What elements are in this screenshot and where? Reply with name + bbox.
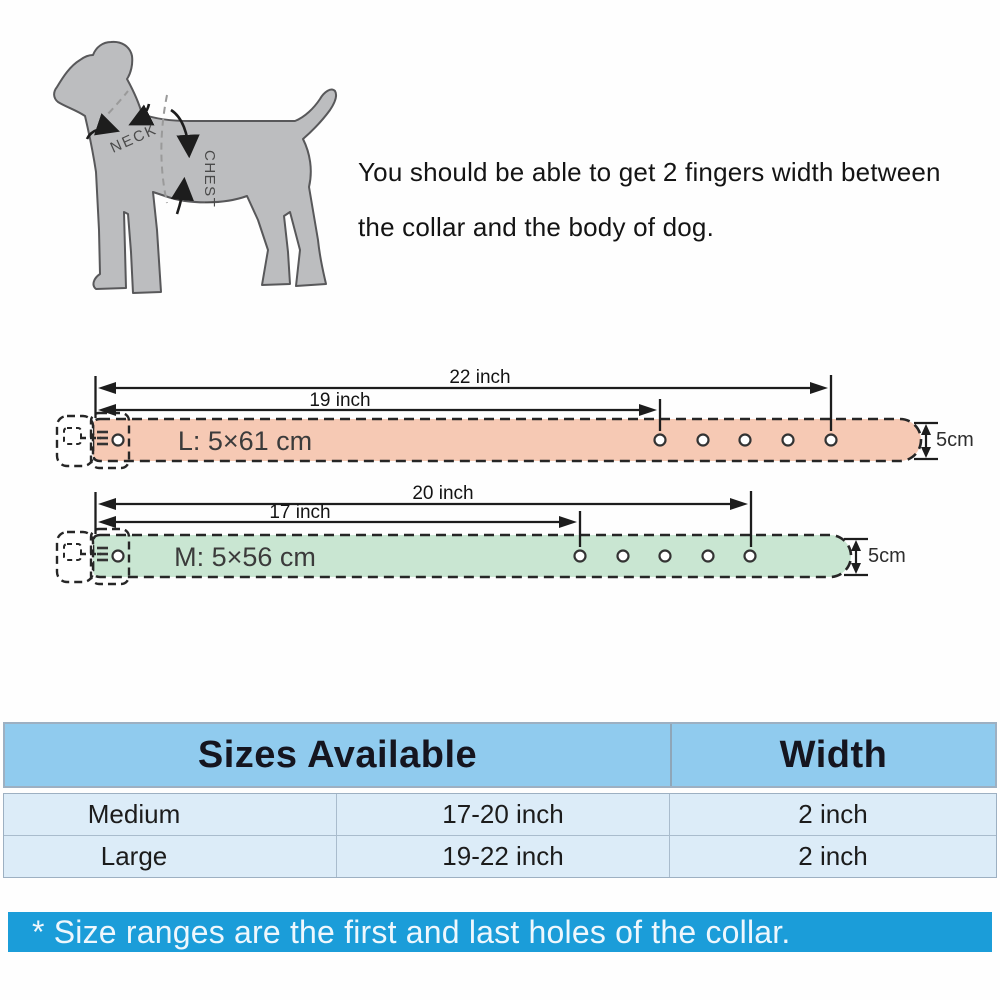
collar-large-first-hole-length: 19 inch (309, 390, 371, 411)
collar-medium-label: M: 5×56 cm (174, 542, 316, 572)
collar-large-buckle-hole (111, 433, 125, 447)
collar-medium-width-indicator (844, 537, 868, 577)
size-width: 2 inch (669, 794, 996, 835)
collar-medium-slider (97, 546, 108, 562)
column-header-sizes: Sizes Available (197, 733, 478, 776)
size-table: Sizes Available Width Medium 17-20 inch … (3, 722, 997, 878)
size-range: 17-20 inch (336, 794, 669, 835)
collar-large-slider (97, 430, 108, 446)
collar-medium-buckle (55, 527, 131, 586)
collar-large-total-length: 22 inch (449, 367, 511, 388)
collar-medium-total-length: 20 inch (412, 483, 474, 504)
size-name: Large (4, 836, 336, 877)
collar-medium-buckle-hole (111, 549, 125, 563)
neck-arrow (85, 113, 120, 140)
collar-large-holes (653, 433, 838, 447)
footnote-banner: * Size ranges are the first and last hol… (8, 912, 992, 952)
size-range: 19-22 inch (336, 836, 669, 877)
fit-note-line1: You should be able to get 2 fingers widt… (358, 157, 941, 187)
chest-arrow (170, 108, 200, 159)
column-header-width: Width (670, 724, 995, 786)
size-table-body: Medium 17-20 inch 2 inch Large 19-22 inc… (3, 793, 997, 878)
fit-note-line2: the collar and the body of dog. (358, 212, 715, 242)
dog-silhouette: NECK CHEST (53, 40, 338, 294)
neck-dashed-line (99, 90, 129, 123)
table-row-large: Large 19-22 inch 2 inch (4, 835, 996, 877)
collar-large-width: 5cm (936, 429, 974, 451)
chest-dashed-line (160, 94, 168, 204)
neck-arrow (128, 103, 155, 126)
collar-medium-first-hole-length: 17 inch (269, 502, 331, 523)
collar-large-buckle (55, 411, 131, 470)
chest-label: CHEST (201, 150, 218, 208)
chest-arrow (170, 176, 195, 215)
collar-large-label: L: 5×61 cm (177, 426, 313, 456)
collar-medium-width: 5cm (868, 545, 906, 567)
size-table-header: Sizes Available Width (3, 722, 997, 788)
table-row-medium: Medium 17-20 inch 2 inch (4, 794, 996, 835)
collar-medium-holes (573, 549, 757, 563)
size-width: 2 inch (669, 836, 996, 877)
collar-large-width-indicator (914, 421, 938, 461)
neck-label: NECK (108, 121, 160, 157)
size-name: Medium (4, 794, 336, 835)
